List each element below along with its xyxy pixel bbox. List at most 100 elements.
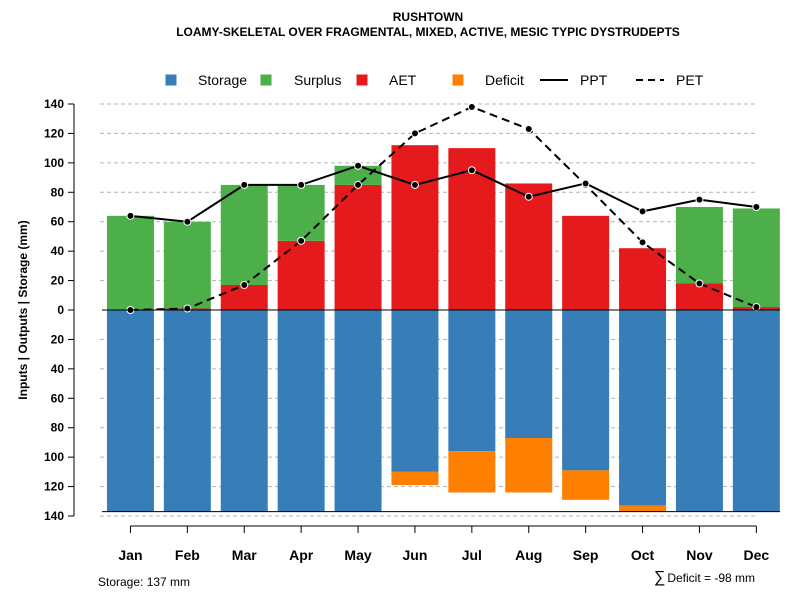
point-pet: [467, 102, 476, 111]
legend: Storage Surplus AET Deficit PPT PET: [165, 72, 704, 88]
point-pet: [524, 125, 533, 134]
x-tick-label: Oct: [631, 547, 655, 563]
chart-subtitle: LOAMY-SKELETAL OVER FRAGMENTAL, MIXED, A…: [176, 25, 680, 39]
y-tick-label: 40: [51, 362, 65, 376]
bar-aet-nov: [675, 283, 723, 310]
y-tick-label: 80: [51, 421, 65, 435]
point-ppt: [695, 195, 704, 204]
bar-deficit-jul: [448, 451, 496, 493]
legend-swatch-surplus: [260, 74, 272, 86]
y-tick-label: 40: [51, 244, 65, 258]
axes: 140 120 100 80 60 40 20 0 20 40 60 80 100 120 140 Jan Fe…: [44, 97, 780, 563]
legend-label-storage: Storage: [198, 72, 247, 88]
bar-deficit-sep: [562, 470, 610, 500]
storage-note: Storage: 137 mm: [98, 575, 190, 589]
legend-swatch-deficit: [452, 74, 464, 86]
bar-deficit-oct: [619, 505, 667, 512]
line-pet: [130, 105, 757, 311]
legend-label-pet: PET: [676, 72, 704, 88]
bars: [106, 145, 780, 512]
point-ppt: [354, 161, 363, 170]
chart-title: RUSHTOWN: [393, 10, 463, 24]
deficit-note: ∑ Deficit = -98 mm: [654, 569, 755, 586]
legend-swatch-aet: [356, 74, 368, 86]
y-tick-label: 20: [51, 274, 65, 288]
y-tick-label: 100: [44, 450, 64, 464]
bar-aet-may: [334, 184, 382, 310]
y-tick-label: 120: [44, 126, 64, 140]
x-tick-label: Dec: [744, 547, 770, 563]
bar-storage-apr: [277, 310, 325, 512]
point-ppt: [126, 211, 135, 220]
y-tick-label: 60: [51, 215, 65, 229]
line-ppt: [130, 164, 757, 223]
bar-aet-oct: [619, 248, 667, 310]
x-tick-label: Jan: [118, 547, 142, 563]
y-axis-label: Inputs | Outputs | Storage (mm): [16, 220, 30, 399]
point-ppt: [297, 180, 306, 189]
sum-icon: ∑: [654, 569, 665, 586]
bar-storage-jan: [106, 310, 154, 512]
bar-storage-feb: [163, 310, 211, 512]
y-tick-label: 0: [57, 303, 64, 317]
x-tick-label: Apr: [289, 547, 314, 563]
x-tick-label: Jun: [403, 547, 428, 563]
bar-deficit-aug: [505, 438, 553, 493]
x-tick-label: May: [344, 547, 371, 563]
point-ppt: [638, 207, 647, 216]
point-pet: [752, 303, 761, 312]
y-tick-label: 120: [44, 480, 64, 494]
point-pet: [638, 238, 647, 247]
point-ppt: [410, 180, 419, 189]
point-ppt: [183, 217, 192, 226]
y-tick-label: 60: [51, 391, 65, 405]
x-tick-label: Sep: [573, 547, 599, 563]
bar-aet-mar: [220, 284, 268, 310]
bar-storage-dec: [732, 310, 780, 512]
bar-storage-nov: [675, 310, 723, 512]
point-pet: [354, 180, 363, 189]
point-pet: [297, 236, 306, 245]
point-ppt: [240, 180, 249, 189]
bar-surplus-jan: [106, 215, 154, 310]
bar-surplus-nov: [675, 207, 723, 284]
legend-label-surplus: Surplus: [294, 72, 341, 88]
y-tick-label: 100: [44, 156, 64, 170]
bar-storage-jul: [448, 310, 496, 452]
bar-aet-jun: [391, 145, 439, 310]
point-ppt: [752, 203, 761, 211]
point-ppt: [524, 192, 533, 201]
x-tick-label: Nov: [686, 547, 713, 563]
legend-label-ppt: PPT: [580, 72, 608, 88]
legend-label-deficit: Deficit: [485, 72, 524, 88]
bar-surplus-feb: [163, 221, 211, 309]
bar-storage-sep: [562, 310, 610, 471]
bar-aet-apr: [277, 240, 325, 310]
series-lines: [126, 102, 761, 314]
bar-surplus-apr: [277, 184, 325, 241]
point-ppt: [467, 166, 476, 175]
bar-surplus-dec: [732, 208, 780, 308]
y-tick-label: 80: [51, 185, 65, 199]
point-pet: [410, 129, 419, 138]
bar-aet-aug: [505, 183, 553, 310]
bar-storage-jun: [391, 310, 439, 472]
point-ppt: [581, 179, 590, 188]
bar-storage-oct: [619, 310, 667, 506]
legend-label-aet: AET: [389, 72, 417, 88]
x-tick-label: Feb: [175, 547, 200, 563]
bar-aet-sep: [562, 215, 610, 310]
x-tick-label: Jul: [462, 547, 482, 563]
bar-storage-mar: [220, 310, 268, 512]
bar-storage-may: [334, 310, 382, 512]
legend-swatch-storage: [165, 74, 177, 86]
point-pet: [240, 280, 249, 289]
deficit-label: Deficit = -98 mm: [667, 571, 755, 585]
point-pet: [695, 279, 704, 288]
y-tick-label: 20: [51, 332, 65, 346]
y-tick-label: 140: [44, 509, 64, 523]
point-pet: [183, 304, 192, 313]
y-tick-label: 140: [44, 97, 64, 111]
x-tick-label: Mar: [232, 547, 257, 563]
